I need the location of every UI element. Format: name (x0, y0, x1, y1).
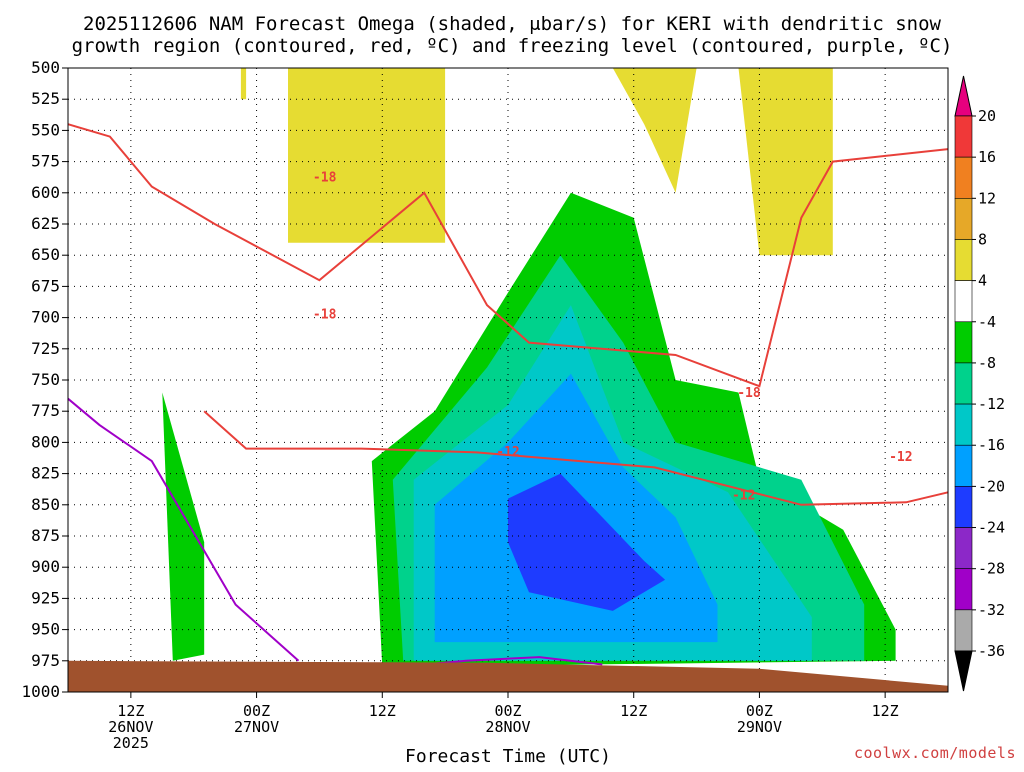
colorbar-bin-7 (954, 362, 973, 405)
y-tick-label-15: 875 (31, 526, 60, 545)
colorbar-label-9: -20 (978, 477, 1005, 495)
contour-line-2 (203, 410, 949, 506)
y-tick-label-3: 575 (31, 152, 60, 171)
x-tick-label-0-2: 2025 (113, 734, 149, 752)
colorbar-label-1: 16 (978, 148, 996, 166)
y-tick-label-17: 925 (31, 588, 60, 607)
colorbar-bin-11 (954, 527, 973, 569)
contour-label-4: -12 (732, 489, 755, 504)
contour-label-0: -18 (313, 170, 337, 185)
colorbar-label-8: -16 (978, 436, 1005, 454)
pressure-axis: 500 525 550 575 600 625 650 675 700 725 750 775 800 8… (21, 58, 68, 701)
y-tick-label-20: 1000 (21, 682, 60, 701)
contour-label-5: -12 (889, 450, 912, 465)
colorbar-label-13: -36 (978, 642, 1005, 660)
y-tick-label-0: 500 (31, 58, 60, 77)
colorbar-bin-12 (954, 568, 973, 611)
colorbar-bottom-arrow (954, 650, 973, 692)
colorbar-bin-5 (954, 280, 973, 323)
y-tick-label-2: 550 (31, 120, 60, 139)
y-tick-label-19: 975 (31, 651, 60, 670)
x-tick-label-5-1: 29NOV (737, 718, 782, 736)
omega-colorbar: 20 16 12 8 4 -4 -8 -12 -16 -20 -24 -28 -32 -36 (954, 75, 1005, 692)
omega-shading (162, 68, 896, 668)
colorbar-label-5: -4 (978, 313, 996, 331)
dotted-grid (68, 67, 948, 693)
terrain-polygon (68, 660, 948, 692)
x-tick-label-2-0: 12Z (369, 702, 396, 720)
y-tick-label-14: 850 (31, 495, 60, 514)
contour-label-2: -18 (737, 386, 761, 401)
omega-region-3 (738, 68, 833, 256)
colorbar-label-4: 4 (978, 272, 987, 290)
colorbar-label-7: -12 (978, 395, 1005, 413)
colorbar-bin-6 (954, 321, 973, 364)
colorbar-bin-13 (954, 609, 973, 652)
y-tick-label-13: 825 (31, 464, 60, 483)
colorbar-bin-2 (954, 156, 973, 199)
colorbar-bin-9 (954, 444, 973, 487)
contour-label-3: -12 (496, 445, 519, 460)
y-tick-label-6: 650 (31, 245, 60, 264)
y-tick-label-7: 675 (31, 276, 60, 295)
x-tick-label-3-1: 28NOV (485, 718, 530, 736)
colorbar-label-12: -32 (978, 601, 1005, 619)
omega-region-9 (508, 473, 666, 611)
terrain-fill (68, 660, 948, 692)
y-tick-label-18: 950 (31, 620, 60, 639)
omega-region-5 (162, 392, 205, 661)
colorbar-label-6: -8 (978, 354, 996, 372)
x-tick-label-0-0: 12Z (117, 702, 144, 720)
omega-region-1 (288, 68, 446, 243)
credit-text: coolwx.com/models (854, 744, 1016, 762)
x-tick-label-3-0: 00Z (494, 702, 521, 720)
contour-labels: -18 -18 -18 -12 -12 -12 (313, 170, 913, 504)
x-tick-label-4-0: 12Z (620, 702, 647, 720)
chart-title-line2: growth region (contoured, red, ºC) and f… (72, 35, 953, 57)
chart-title-line1: 2025112606 NAM Forecast Omega (shaded, μ… (83, 13, 941, 35)
y-tick-label-9: 725 (31, 339, 60, 358)
x-tick-label-0-1: 26NOV (108, 718, 153, 736)
colorbar-bin-4 (954, 239, 973, 281)
colorbar-label-0: 20 (978, 107, 996, 125)
y-tick-label-1: 525 (31, 89, 60, 108)
x-tick-label-5-0: 00Z (746, 702, 773, 720)
colorbar-top-arrow (954, 75, 973, 117)
x-tick-label-1-1: 27NOV (234, 718, 279, 736)
y-tick-label-5: 625 (31, 214, 60, 233)
colorbar-label-2: 12 (978, 189, 996, 207)
y-tick-label-4: 600 (31, 183, 60, 202)
x-axis-label: Forecast Time (UTC) (405, 746, 611, 767)
contour-label-1: -18 (313, 308, 337, 323)
colorbar-bin-1 (954, 115, 973, 158)
colorbar-bin-10 (954, 486, 973, 528)
y-tick-label-10: 750 (31, 370, 60, 389)
colorbar-bin-3 (954, 198, 973, 240)
y-tick-label-16: 900 (31, 557, 60, 576)
contour-line-0 (67, 397, 300, 662)
colorbar-label-11: -28 (978, 560, 1005, 578)
y-tick-label-12: 800 (31, 432, 60, 451)
omega-region-2 (612, 68, 697, 193)
colorbar-label-10: -24 (978, 519, 1005, 537)
colorbar-label-3: 8 (978, 230, 987, 248)
x-tick-label-1-0: 00Z (243, 702, 270, 720)
colorbar-bin-8 (954, 403, 973, 446)
omega-region-0 (240, 68, 247, 100)
y-tick-label-11: 775 (31, 401, 60, 420)
x-tick-label-6-0: 12Z (872, 702, 899, 720)
y-tick-label-8: 700 (31, 308, 60, 327)
contour-line-3 (67, 123, 949, 388)
